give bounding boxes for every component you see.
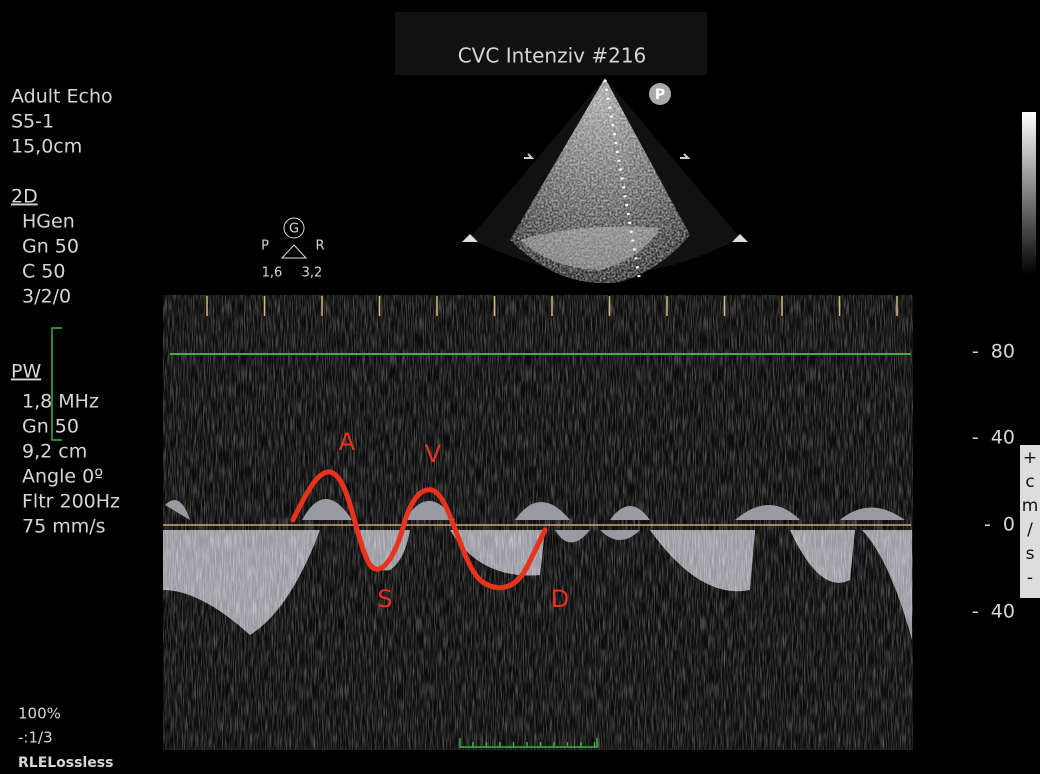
ultrasound-screen: P G P R 1,6 3,2 CVC Intenziv #216 Adult … [0, 0, 1040, 774]
velocity-label: - 80 [972, 341, 1015, 363]
side-tab-char: m [1022, 496, 1039, 516]
wave-label: A [339, 428, 356, 456]
setup-line: Adult Echo [11, 86, 113, 108]
page: P G P R 1,6 3,2 CVC Intenziv #216 Adult … [0, 0, 1040, 774]
mode-pw-line: Fltr 200Hz [22, 491, 120, 513]
mode-2d-line: Gn 50 [22, 236, 79, 258]
side-tab-char: - [1027, 568, 1033, 588]
mode-2d-line: C 50 [22, 261, 65, 283]
side-tab-char: + [1023, 448, 1037, 468]
side-tab-char: / [1027, 520, 1033, 540]
footer-zoom: 100% [18, 705, 61, 723]
probe-marker: P [655, 87, 665, 103]
velocity-label: - 40 [972, 427, 1015, 449]
velocity-label: - 40 [972, 601, 1015, 623]
header-title: CVC Intenziv #216 [458, 44, 647, 68]
orientation-center: G [289, 222, 299, 237]
mode-pw-line: 75 mm/s [22, 516, 106, 538]
mode-2d-label: 2D [11, 186, 38, 208]
side-tab-char: s [1026, 544, 1035, 564]
orientation-right: R [315, 239, 324, 254]
orientation-left-value: 1,6 [262, 266, 283, 281]
wave-label: V [425, 440, 442, 468]
wave-label: D [551, 585, 569, 613]
mode-pw-line: Angle 0º [22, 466, 103, 488]
doppler-noise [163, 295, 913, 750]
wave-label: S [377, 585, 392, 613]
footer-frame: -:1/3 [18, 729, 53, 747]
orientation-left: P [261, 239, 269, 254]
mode-pw-line: 1,8 MHz [22, 391, 99, 413]
mode-2d-line: 3/2/0 [22, 286, 71, 308]
footer-compression: RLELossless [18, 755, 113, 771]
mode-pw-line: 9,2 cm [22, 441, 87, 463]
mode-2d-line: HGen [22, 211, 75, 233]
orientation-right-value: 3,2 [302, 266, 323, 281]
mode-pw-label: PW [11, 361, 41, 383]
setup-line: S5-1 [11, 111, 54, 133]
side-tab-char: c [1025, 472, 1034, 492]
mode-pw-line: Gn 50 [22, 416, 79, 438]
orientation-triangle [282, 245, 306, 258]
velocity-label: - 0 [984, 514, 1015, 536]
setup-line: 15,0cm [11, 136, 82, 158]
gray-scale-bar [1022, 112, 1036, 275]
